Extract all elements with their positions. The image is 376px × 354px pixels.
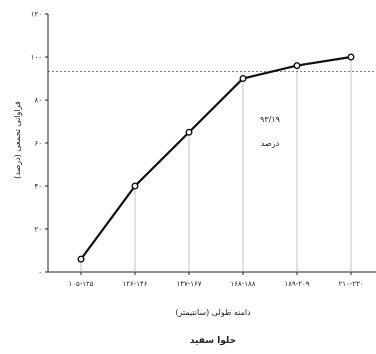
y-tick-label: ۶۰: [34, 140, 42, 148]
x-tick-labels: ۱۰۵-۱۲۵ ۱۲۶-۱۴۶ ۱۴۷-۱۶۷ ۱۶۸-۱۸۸ ۱۸۹-۲۰۹ ۲۱۰-۲…: [68, 280, 363, 288]
y-tick-label: ۱۰۰: [31, 54, 42, 62]
x-tick-label: ۱۸۹-۲۰۹: [284, 280, 309, 288]
y-tick-label: ۱۲۰: [31, 11, 42, 19]
data-point: [77, 255, 85, 263]
data-point: [239, 74, 247, 82]
y-tick-label: ۴۰: [34, 183, 42, 191]
y-tick-label: ۰: [38, 269, 42, 277]
ref-unit-label: درصد: [261, 139, 280, 148]
ref-value-label: ۹۳/۱۹: [260, 115, 280, 124]
data-point: [131, 182, 139, 190]
data-point: [185, 128, 193, 136]
chart-caption: حلوا سفید: [190, 336, 236, 346]
x-tick-label: ۱۲۶-۱۴۶: [122, 280, 147, 288]
y-tick-label: ۸۰: [34, 97, 42, 105]
axes: [45, 13, 376, 275]
x-tick-label: ۲۱۰-۲۳۰: [338, 280, 363, 288]
vertical-guides: [80, 57, 352, 272]
data-point: [293, 62, 301, 70]
series-cumulative: [77, 53, 355, 263]
y-tick-labels: ۰ ۲۰ ۴۰ ۶۰ ۸۰ ۱۰۰ ۱۲۰: [31, 11, 42, 277]
x-axis-title: دامنه طولی (سانتیمتر): [175, 308, 251, 317]
y-axis-title: فراوانی تجمعی (درصد): [13, 101, 22, 179]
series-line: [80, 55, 352, 260]
y-tick-label: ۲۰: [34, 226, 42, 234]
x-tick-label: ۱۰۵-۱۲۵: [68, 280, 93, 288]
x-tick-label: ۱۴۷-۱۶۷: [176, 280, 201, 288]
x-tick-label: ۱۶۸-۱۸۸: [230, 280, 255, 288]
data-point: [347, 53, 355, 61]
